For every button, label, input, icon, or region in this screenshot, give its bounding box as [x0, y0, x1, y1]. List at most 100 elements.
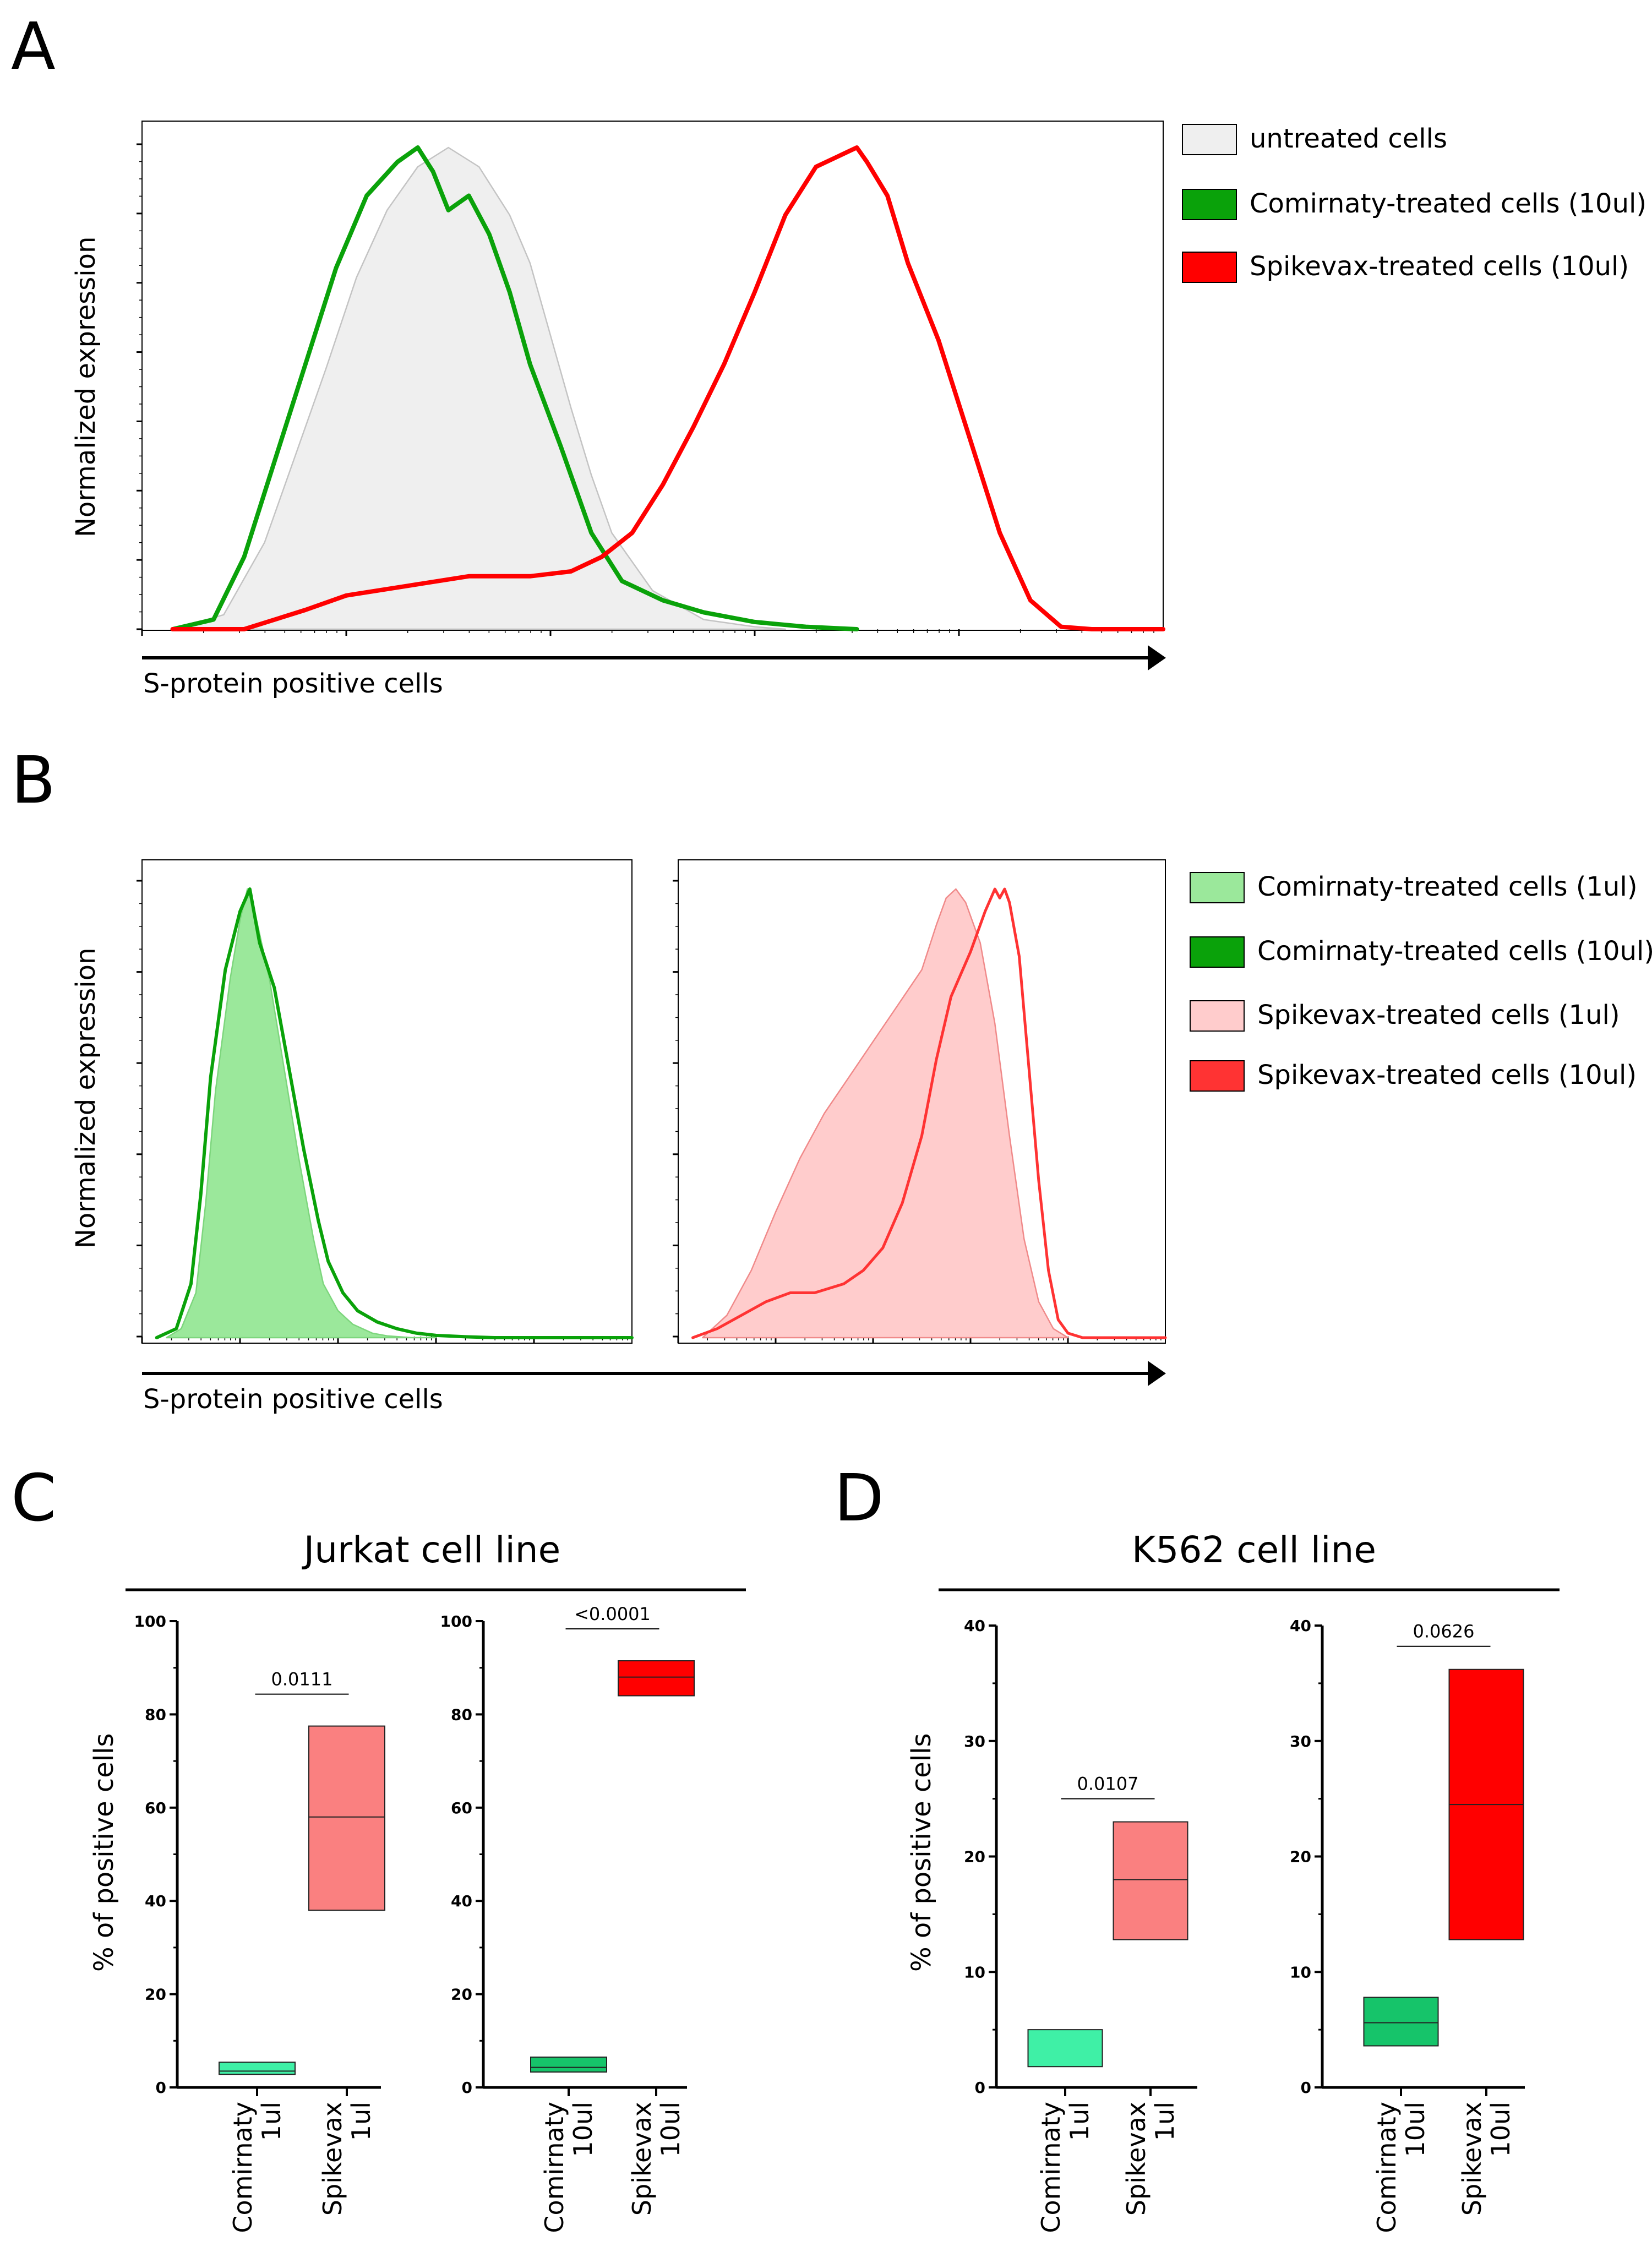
legend-b-swatch-spikevax-1ul [1190, 1000, 1245, 1032]
legend-b-swatch-spikevax-10ul [1190, 1060, 1245, 1092]
histogram-b-left-y-ticks [137, 880, 142, 1338]
panel-label-b: B [11, 742, 56, 818]
c-1ul-y-tick-label: 80 [145, 1705, 166, 1724]
d-10ul-y-tick-label: 0 [1301, 2079, 1311, 2097]
histogram-a-x-label: S-protein positive cells [143, 668, 443, 699]
c-10ul-y-tick-label: 100 [440, 1612, 472, 1631]
c-1ul-category-label-2: Spikevax [318, 2102, 347, 2216]
c-1ul-bar-1 [219, 2062, 296, 2075]
c-10ul-category-label-2: Spikevax [627, 2102, 657, 2216]
legend-a-swatch-comirnaty-10ul [1182, 189, 1237, 220]
c-10ul-y-tick-label: 60 [451, 1799, 472, 1817]
histogram-b-left-plot [155, 887, 634, 1339]
hist-b-left-series-2 [155, 887, 634, 1339]
histogram-a-plot [170, 145, 1165, 631]
legend-a-label-untreated: untreated cells [1250, 123, 1447, 154]
panel-label-c: C [11, 1460, 56, 1536]
legend-b-label-spikevax-1ul: Spikevax-treated cells (1ul) [1257, 1000, 1620, 1030]
histogram-a-y-label: Normalized expression [70, 237, 101, 537]
hist-a-series-1 [172, 146, 786, 630]
d-1ul-category-label-1: Comirnaty [1036, 2102, 1066, 2233]
c-10ul-category-dose-1: 10ul [568, 2102, 598, 2157]
d-1ul-category-dose-1: 1ul [1065, 2102, 1094, 2141]
hist-b-right-series-1 [702, 888, 1069, 1339]
d-1ul-bar-2 [1113, 1821, 1188, 1940]
c-10ul-y-tick-label: 20 [451, 1986, 472, 2004]
histogram-b-left-frame [141, 859, 633, 1344]
legend-b-label-comirnaty-1ul: Comirnaty-treated cells (1ul) [1257, 871, 1638, 902]
d-1ul-y-tick-label: 40 [964, 1617, 985, 1635]
legend-b-swatch-comirnaty-1ul [1190, 872, 1245, 903]
d-1ul-y-tick-label: 20 [964, 1848, 985, 1866]
histogram-b-x-label: S-protein positive cells [143, 1384, 443, 1415]
histogram-a-y-ticks [137, 143, 142, 630]
c-1ul-pvalue: 0.0111 [271, 1669, 333, 1690]
d-1ul-y-tick-label: 30 [964, 1732, 985, 1751]
c-10ul-bar-1 [530, 2056, 607, 2073]
c-1ul-category-dose-1: 1ul [257, 2102, 286, 2141]
legend-b: Comirnaty-treated cells (1ul) Comirnaty-… [1190, 871, 1652, 1092]
d-10ul-category-dose-1: 10ul [1400, 2102, 1430, 2157]
c-10ul-y-tick-label: 80 [451, 1705, 472, 1724]
d-1ul-category-dose-2: 1ul [1150, 2102, 1180, 2141]
panel-a: Normalized expression S-protein positive… [70, 121, 1646, 699]
c-1ul-bar-2 [308, 1725, 385, 1911]
panel-label-d: D [834, 1460, 884, 1536]
histogram-a-x-arrowhead [1148, 645, 1166, 670]
hist-b-right-series-2 [691, 887, 1167, 1339]
legend-a-swatch-spikevax-10ul [1182, 252, 1237, 283]
d-10ul-category-label-2: Spikevax [1457, 2102, 1487, 2216]
d-10ul-bar-1 [1363, 1997, 1439, 2047]
d-1ul-bar-1 [1027, 2029, 1103, 2068]
histogram-b-right-plot [691, 887, 1167, 1339]
histogram-a-frame [141, 121, 1164, 631]
histogram-b-right-x-ticks [677, 1337, 1162, 1343]
panel-c-title: Jurkat cell line [302, 1529, 560, 1571]
d-10ul-y-tick-label: 40 [1290, 1617, 1311, 1635]
d-1ul-y-tick-label: 10 [964, 1963, 985, 1981]
d-1ul-pvalue: 0.0107 [1077, 1774, 1139, 1795]
c-10ul-category-dose-2: 10ul [656, 2102, 685, 2157]
d-10ul-category-dose-2: 10ul [1486, 2102, 1515, 2157]
hist-a-series-3 [170, 145, 1165, 631]
hist-b-left-series-1 [166, 888, 437, 1339]
legend-b-label-comirnaty-10ul: Comirnaty-treated cells (10ul) [1257, 936, 1652, 967]
d-10ul-pvalue: 0.0626 [1413, 1621, 1475, 1642]
legend-a-label-spikevax-10ul: Spikevax-treated cells (10ul) [1250, 251, 1629, 282]
c-1ul-category-label-1: Comirnaty [228, 2102, 258, 2233]
panel-b: Normalized expression S-protein positive… [70, 859, 1652, 1415]
panel-label-a: A [11, 8, 56, 84]
c-10ul-y-tick-label: 0 [462, 2079, 472, 2097]
legend-b-swatch-comirnaty-10ul [1190, 936, 1245, 968]
c-1ul-category-dose-2: 1ul [346, 2102, 376, 2141]
d-10ul-category-label-1: Comirnaty [1372, 2102, 1402, 2233]
panel-d-y-label: % of positive cells [906, 1733, 937, 1972]
c-10ul-pvalue: <0.0001 [574, 1604, 651, 1624]
c-1ul-y-tick-label: 20 [145, 1986, 166, 2004]
histogram-b-y-label: Normalized expression [70, 948, 101, 1248]
d-1ul-y-tick-label: 0 [975, 2079, 985, 2097]
legend-a-label-comirnaty-10ul: Comirnaty-treated cells (10ul) [1250, 188, 1646, 219]
histogram-b-x-arrowhead [1148, 1361, 1166, 1386]
d-1ul-category-label-2: Spikevax [1121, 2102, 1151, 2216]
legend-a-swatch-untreated [1182, 124, 1237, 155]
c-10ul-y-tick-label: 40 [451, 1892, 472, 1910]
c-10ul-category-label-1: Comirnaty [539, 2102, 569, 2233]
histogram-b-right-frame [678, 859, 1166, 1344]
c-1ul-y-tick-label: 0 [156, 2079, 166, 2097]
d-10ul-y-tick-label: 20 [1290, 1848, 1311, 1866]
panel-c-y-label: % of positive cells [89, 1733, 119, 1972]
c-1ul-y-tick-label: 60 [145, 1799, 166, 1817]
legend-a: untreated cells Comirnaty-treated cells … [1182, 123, 1646, 283]
legend-b-label-spikevax-10ul: Spikevax-treated cells (10ul) [1257, 1060, 1637, 1090]
c-10ul-bar-2 [618, 1660, 695, 1697]
panel-d: K562 cell line % of positive cells 0 10 20… [906, 1529, 1560, 2233]
hist-a-series-2 [170, 145, 859, 631]
c-1ul-y-tick-label: 40 [145, 1892, 166, 1910]
histogram-b-right-y-ticks [673, 880, 678, 1338]
